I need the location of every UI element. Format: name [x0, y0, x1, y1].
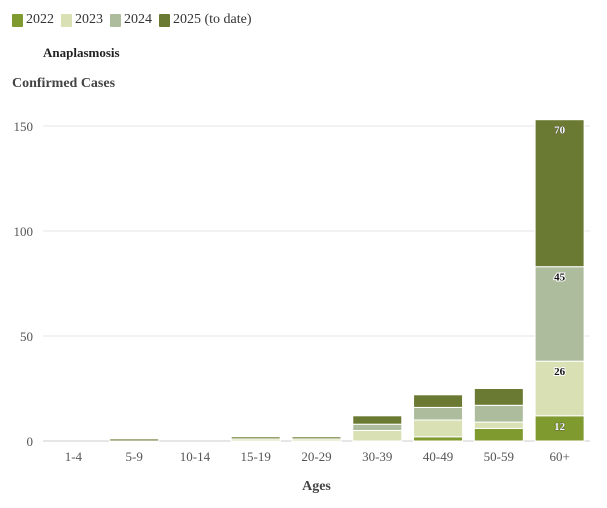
data-label: 12	[554, 421, 566, 433]
x-tick-label: 60+	[549, 449, 569, 464]
legend-label-2023: 2023	[75, 12, 103, 27]
data-label: 26	[554, 366, 566, 378]
bar-segment[interactable]	[534, 415, 585, 442]
bar-segment[interactable]	[473, 421, 524, 429]
bar-segment[interactable]	[534, 266, 585, 362]
x-axis-ticks: 1-4 5-9 10-14 15-19 20-29 30-39 40-49 50-59 60+	[65, 449, 570, 464]
bar-segment[interactable]	[413, 394, 464, 408]
legend-swatch-2024	[110, 13, 121, 27]
bar-segment[interactable]	[534, 360, 585, 417]
data-label: 45	[554, 272, 566, 284]
bar-segment[interactable]	[473, 388, 524, 406]
y-tick-label: 150	[14, 119, 34, 134]
y-tick-label: 50	[20, 329, 33, 344]
chart-title: Anaplasmosis	[43, 45, 120, 60]
bar-segment[interactable]	[352, 423, 403, 432]
legend-item-2022[interactable]: 2022	[12, 12, 54, 28]
x-tick-label: 1-4	[65, 449, 83, 464]
legend-swatch-2025	[159, 13, 170, 27]
bar-stacks	[109, 119, 585, 442]
bar-segment[interactable]	[413, 436, 464, 442]
bar-segment[interactable]	[473, 404, 524, 423]
legend-label-2022: 2022	[26, 12, 54, 27]
data-labels: 12 26 45 70	[553, 124, 567, 433]
x-tick-label: 5-9	[125, 449, 142, 464]
chart-legend: 2022 2023 2024 2025 (to date)	[12, 12, 259, 28]
legend-item-2024[interactable]: 2024	[110, 12, 152, 28]
legend-label-2024: 2024	[124, 12, 152, 27]
bar-segment[interactable]	[291, 436, 342, 440]
legend-item-2023[interactable]: 2023	[61, 12, 103, 28]
legend-swatch-2023	[61, 13, 72, 27]
x-tick-label: 10-14	[180, 449, 211, 464]
bar-segment[interactable]	[413, 406, 464, 421]
bar-segment[interactable]	[352, 415, 403, 425]
bar-segment[interactable]	[230, 436, 281, 440]
y-axis-title: Confirmed Cases	[12, 76, 116, 91]
x-tick-label: 30-39	[362, 449, 392, 464]
y-tick-label: 0	[27, 434, 34, 449]
legend-label-2025: 2025 (to date)	[173, 12, 252, 27]
x-tick-label: 15-19	[241, 449, 271, 464]
bar-segment[interactable]	[534, 119, 585, 268]
y-tick-label: 100	[14, 224, 34, 239]
bar-segment[interactable]	[352, 430, 403, 442]
x-tick-label: 50-59	[484, 449, 514, 464]
legend-swatch-2022	[12, 13, 23, 27]
legend-item-2025[interactable]: 2025 (to date)	[159, 12, 252, 28]
x-axis-title: Ages	[302, 479, 331, 494]
y-axis-ticks: 0 50 100 150	[14, 119, 34, 449]
bar-segment[interactable]	[109, 438, 160, 442]
x-tick-label: 20-29	[301, 449, 331, 464]
bar-segment[interactable]	[413, 419, 464, 438]
x-tick-label: 40-49	[423, 449, 453, 464]
bar-segment[interactable]	[473, 427, 524, 442]
data-label: 70	[554, 125, 566, 137]
